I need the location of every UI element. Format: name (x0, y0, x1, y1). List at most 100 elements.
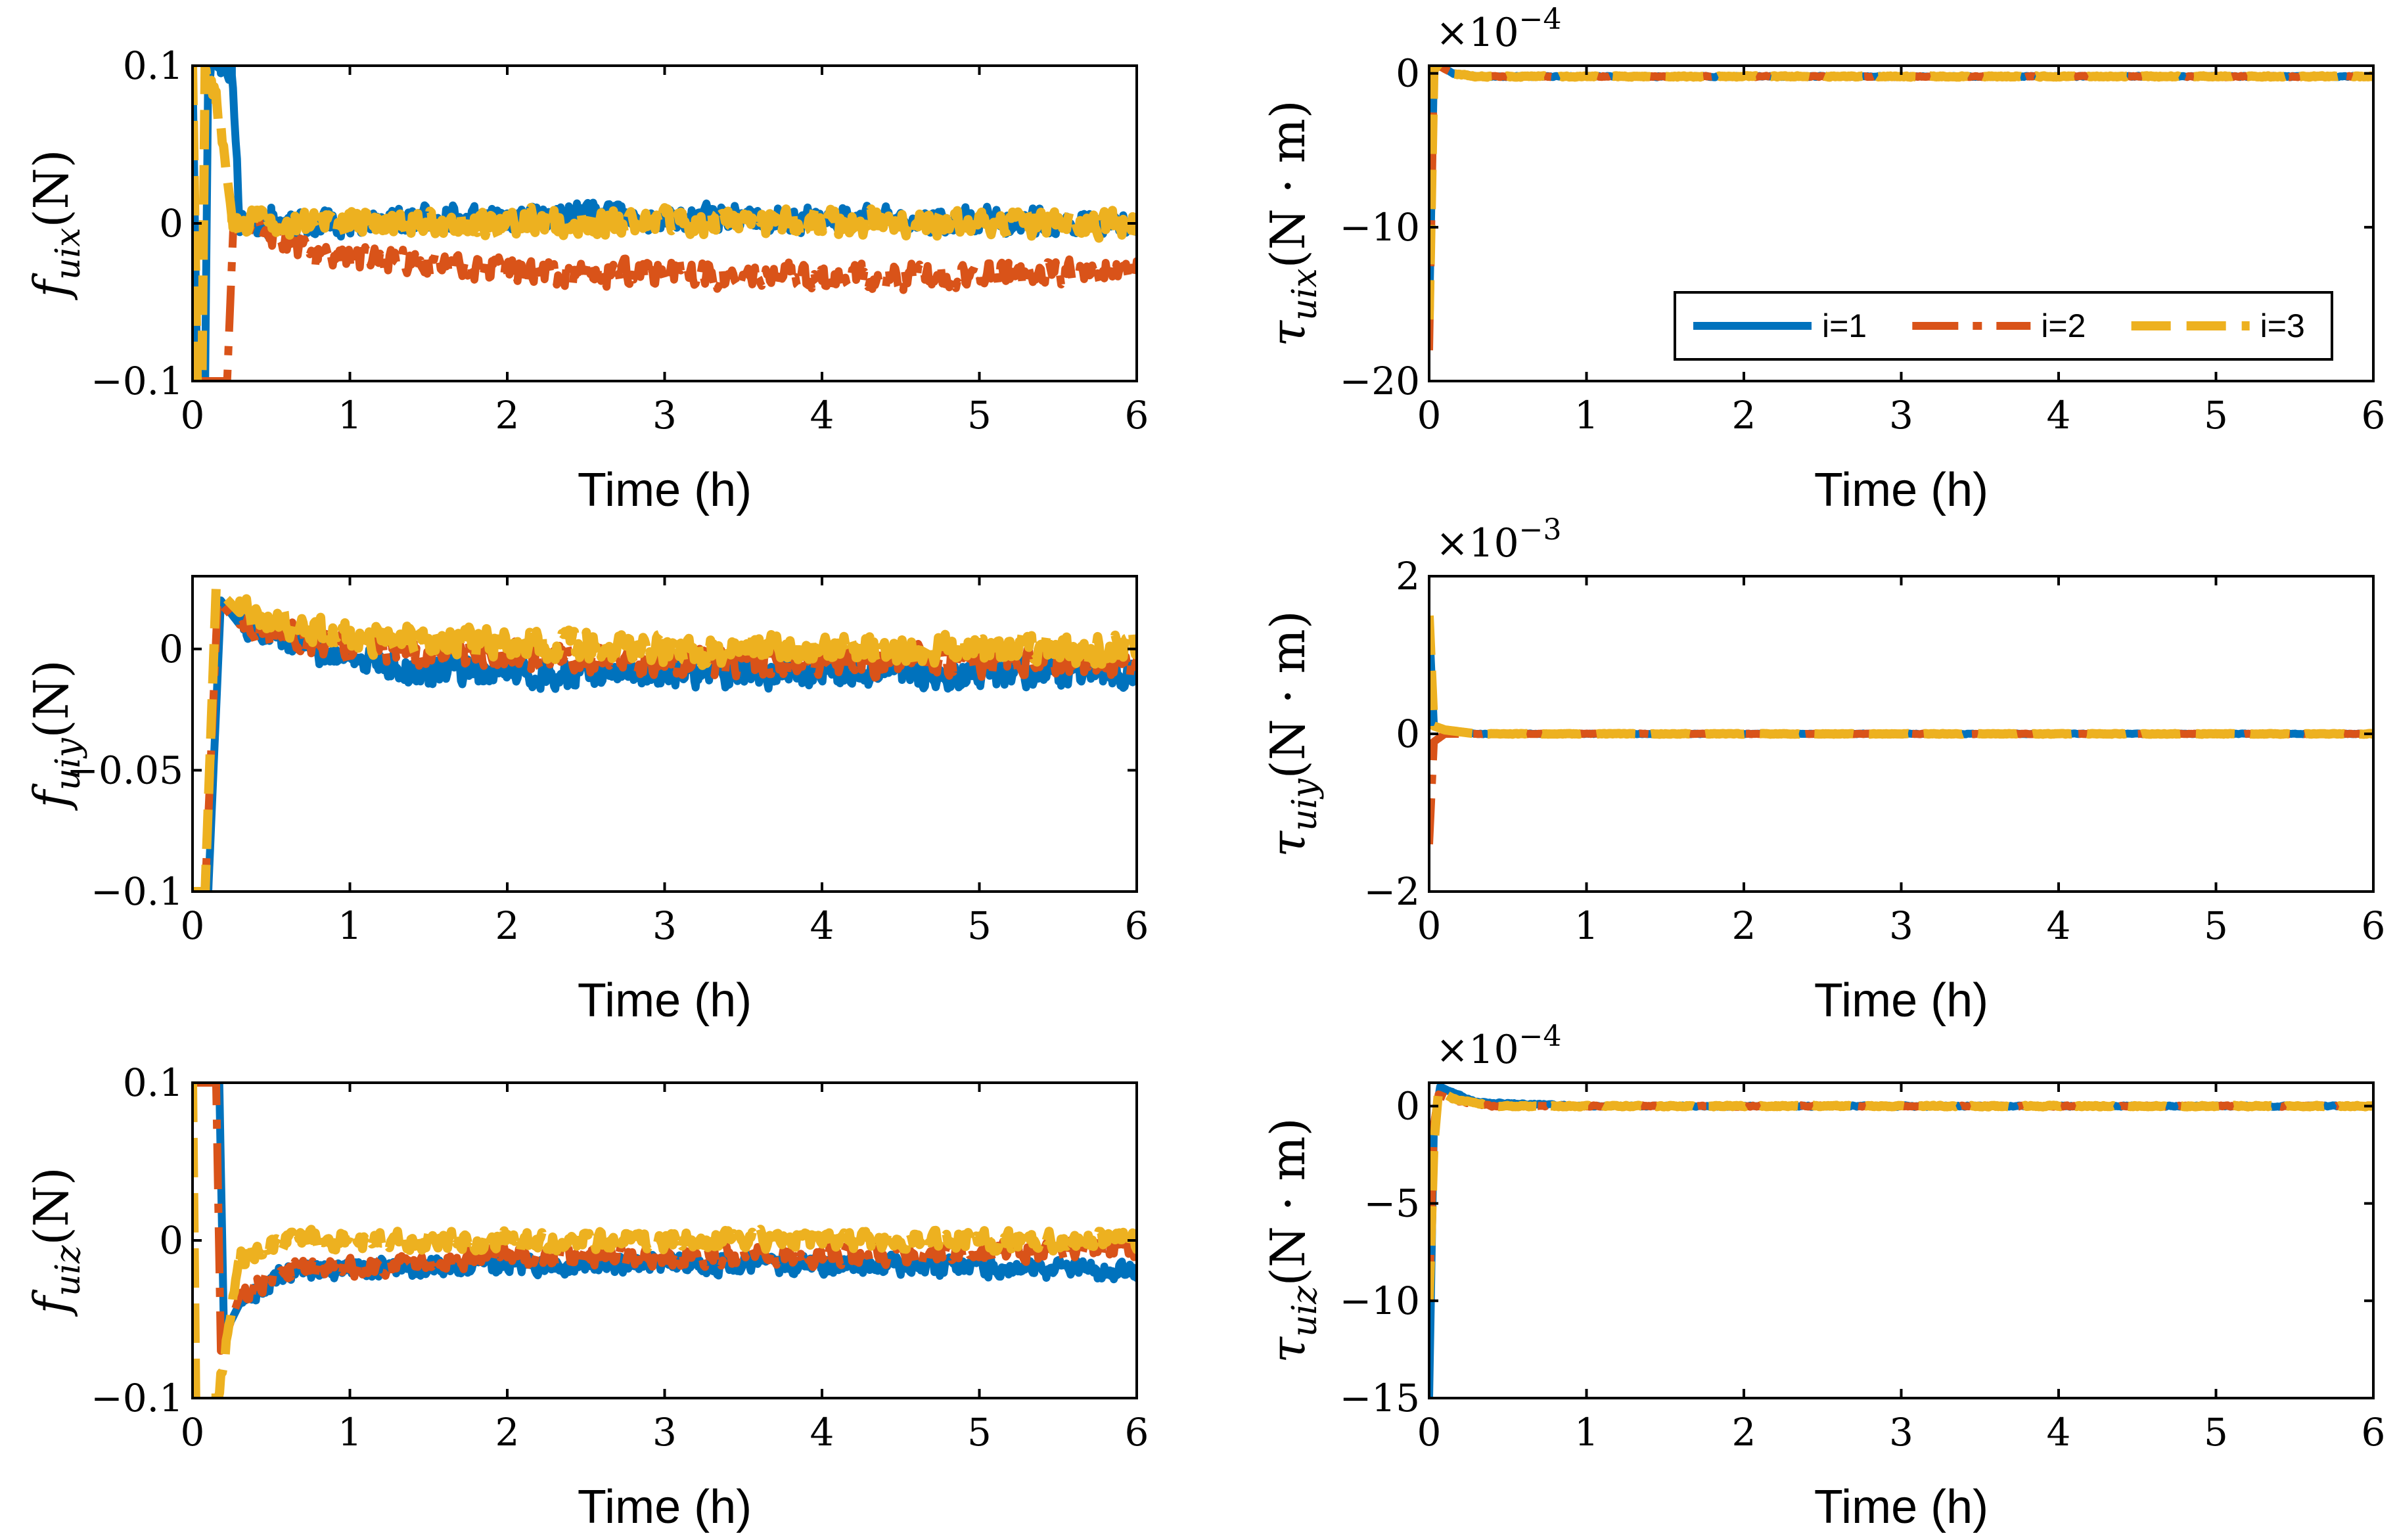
x-tick-label: 4 (2047, 903, 2071, 948)
y-axis-label: fuiy(N) (24, 660, 88, 811)
series-tauiz-3 (1429, 1085, 2373, 1305)
series-group (1429, 66, 2373, 351)
x-tick-label: 6 (2362, 393, 2386, 438)
series-group (193, 583, 1137, 892)
series-fuiz-3 (193, 1083, 1137, 1398)
x-axis-label: Time (h) (1814, 464, 1988, 516)
legend: i=1 i=2 i=3 (1674, 291, 2333, 361)
series-tauix-1 (1429, 66, 2373, 320)
x-tick-label: 5 (967, 903, 992, 948)
y-tick-label: −0.05 (66, 748, 183, 792)
y-exponent-label: ×10−3 (1436, 513, 1562, 566)
y-tick-label: 0 (159, 201, 183, 246)
x-tick-label: 5 (967, 393, 992, 438)
series-tauix-3 (1429, 66, 2373, 320)
x-tick-label: 1 (1574, 903, 1599, 948)
x-tick-label: 3 (1889, 393, 1913, 438)
series-tauiy-1 (1429, 623, 2373, 738)
x-tick-label: 0 (181, 903, 205, 948)
x-tick-label: 1 (1574, 1410, 1599, 1455)
x-axis-label: Time (h) (1814, 974, 1988, 1027)
x-tick-label: 0 (1417, 393, 1442, 438)
y-tick-label: −0.1 (91, 1376, 183, 1420)
series-tauiy-2 (1429, 729, 2373, 845)
series-group (193, 1083, 1137, 1398)
series-group (193, 66, 1137, 381)
x-tick-label: 2 (495, 1410, 520, 1455)
axes-box (191, 575, 1138, 893)
y-tick-label: −20 (1340, 359, 1420, 403)
y-axis-label: τuiz(N · m) (1260, 1118, 1325, 1363)
x-tick-label: 2 (1732, 393, 1756, 438)
x-tick-label: 1 (338, 1410, 362, 1455)
x-tick-label: 2 (495, 393, 520, 438)
x-tick-label: 3 (652, 393, 677, 438)
y-tick-label: −10 (1340, 1279, 1420, 1323)
legend-label-2: i=2 (2041, 307, 2086, 344)
x-tick-label: 6 (2362, 1410, 2386, 1455)
y-axis-label: fuiz(N) (24, 1167, 88, 1317)
legend-label-1: i=1 (1822, 307, 1867, 344)
legend-label-3: i=3 (2260, 307, 2305, 344)
x-tick-label: 6 (1125, 1410, 1149, 1455)
x-tick-label: 6 (1125, 393, 1149, 438)
x-tick-label: 3 (652, 1410, 677, 1455)
y-axis-label: τuix(N · m) (1260, 100, 1325, 346)
chart-fuiy: 0 1 2 3 4 5 6 −0.1 −0.05 0 Time (h) fuiy(N) (24, 575, 1149, 1027)
chart-tauiz: 0 1 2 3 4 5 6 −15 −10 −5 0 ×10−4 Time (h) τuiz(N · m) (1260, 1020, 2385, 1533)
x-tick-label: 4 (2047, 393, 2071, 438)
series-tauiz-1 (1429, 1083, 2373, 1398)
x-tick-label: 3 (1889, 903, 1913, 948)
x-tick-label: 4 (810, 903, 834, 948)
y-tick-label: −2 (1364, 869, 1421, 914)
x-axis-label: Time (h) (1814, 1481, 1988, 1533)
y-tick-label: 0 (1396, 1084, 1420, 1129)
x-tick-label: 1 (338, 393, 362, 438)
series-fuix-2 (193, 214, 1137, 381)
x-axis-label: Time (h) (578, 974, 752, 1027)
x-tick-label: 5 (967, 1410, 992, 1455)
y-exponent-label: ×10−4 (1436, 1020, 1562, 1073)
x-tick-label: 0 (1417, 1410, 1442, 1455)
y-tick-label: 0.1 (123, 1060, 183, 1105)
y-tick-label: −10 (1340, 205, 1420, 250)
x-tick-label: 4 (810, 393, 834, 438)
series-tauiy-3 (1429, 615, 2373, 739)
x-tick-label: 5 (2204, 903, 2228, 948)
axes-box (1428, 1081, 2375, 1399)
y-axis-label: fuix(N) (24, 149, 88, 300)
y-tick-label: −0.1 (91, 359, 183, 403)
x-axis-label: Time (h) (578, 464, 752, 516)
y-axis-label: τuiy(N · m) (1260, 610, 1325, 857)
x-tick-label: 4 (2047, 1410, 2071, 1455)
x-tick-label: 5 (2204, 393, 2228, 438)
x-tick-label: 0 (181, 1410, 205, 1455)
x-tick-label: 4 (810, 1410, 834, 1455)
y-tick-label: −5 (1364, 1181, 1421, 1226)
x-tick-label: 1 (338, 903, 362, 948)
y-tick-label: 2 (1396, 554, 1420, 599)
y-tick-label: 0.1 (123, 43, 183, 88)
x-tick-label: 1 (1574, 393, 1599, 438)
y-tick-label: −15 (1340, 1376, 1420, 1420)
x-tick-label: 3 (1889, 1410, 1913, 1455)
series-fuiy-3 (193, 583, 1137, 892)
y-tick-label: 0 (159, 1218, 183, 1263)
chart-tauix: 0 1 2 3 4 5 6 −20 −10 0 ×10−4 Time (h) τuix(N · m) i=… (1260, 3, 2385, 516)
y-tick-label: 0 (1396, 51, 1420, 96)
y-tick-label: 0 (159, 627, 183, 671)
series-group (1429, 615, 2373, 845)
x-tick-label: 0 (181, 393, 205, 438)
x-tick-label: 3 (652, 903, 677, 948)
x-tick-label: 2 (495, 903, 520, 948)
x-tick-label: 6 (2362, 903, 2386, 948)
x-tick-label: 5 (2204, 1410, 2228, 1455)
x-tick-label: 2 (1732, 903, 1756, 948)
series-fuiz-2 (193, 1083, 1137, 1355)
series-tauiz-2 (1429, 1090, 2373, 1305)
x-tick-label: 6 (1125, 903, 1149, 948)
x-tick-label: 2 (1732, 1410, 1756, 1455)
